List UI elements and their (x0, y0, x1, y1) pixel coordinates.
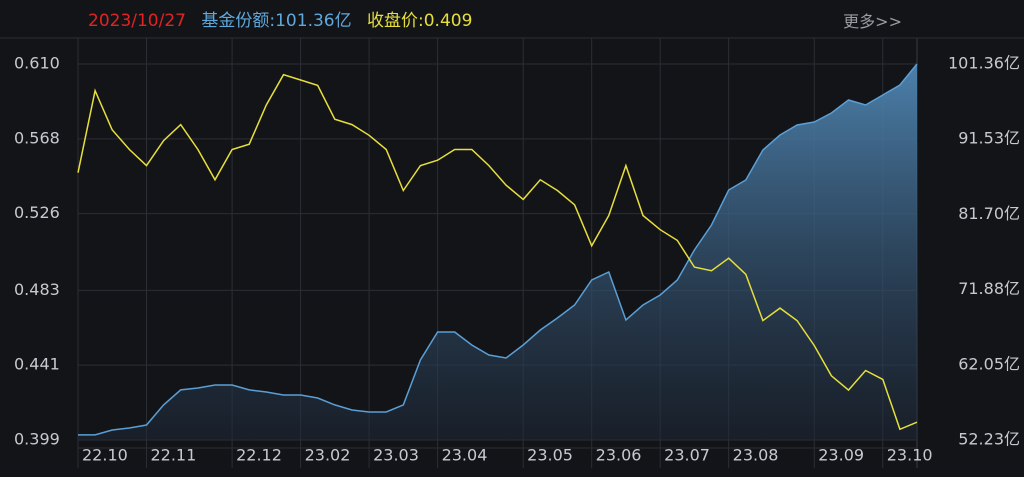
x-tick-label: 23.04 (442, 446, 488, 465)
x-tick-label: 23.02 (305, 446, 351, 465)
x-tick-label: 23.07 (664, 446, 710, 465)
y-tick-label: 0.399 (14, 430, 60, 449)
x-tick-label: 22.12 (236, 446, 282, 465)
y-tick-label: 0.441 (14, 355, 60, 374)
price-label: 收盘价:0.409 (367, 11, 473, 31)
y2-tick-label: 91.53亿 (958, 129, 1020, 148)
x-tick-label: 23.10 (887, 446, 933, 465)
y2-tick-label: 62.05亿 (958, 354, 1020, 373)
x-tick-label: 22.10 (82, 446, 128, 465)
y2-tick-label: 101.36亿 (948, 54, 1020, 73)
y-tick-label: 0.568 (14, 128, 60, 147)
x-tick-label: 23.09 (818, 446, 864, 465)
line (78, 63, 918, 436)
x-tick-label: 23.08 (733, 446, 779, 465)
y2-tick-label: 81.70亿 (958, 204, 1020, 223)
x-tick-label: 23.05 (527, 446, 573, 465)
y-tick-label: 0.526 (14, 203, 60, 222)
share-label: 基金份额:101.36亿 (201, 11, 352, 31)
y2-tick-label: 71.88亿 (958, 279, 1020, 298)
area (78, 64, 917, 440)
x-tick-label: 23.03 (373, 446, 419, 465)
date: 2023/10/27 (88, 11, 186, 31)
line (77, 73, 918, 431)
y-tick-label: 0.610 (14, 54, 60, 73)
header: 2023/10/27 基金份额:101.36亿 收盘价:0.409 (88, 6, 482, 31)
x-tick-label: 23.06 (596, 446, 642, 465)
more-button[interactable]: 更多>> (843, 12, 902, 31)
y2-tick-label: 52.23亿 (958, 430, 1020, 449)
y-tick-label: 0.483 (14, 280, 60, 299)
x-tick-label: 22.11 (150, 446, 196, 465)
